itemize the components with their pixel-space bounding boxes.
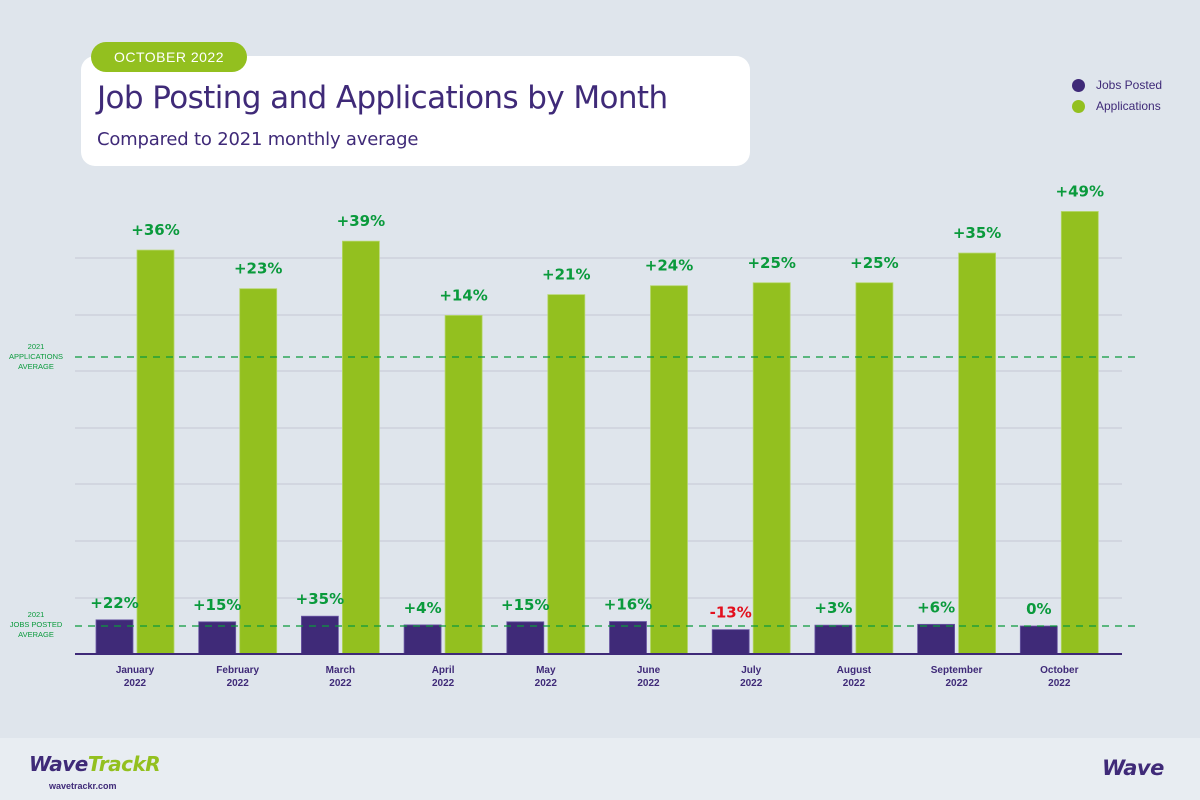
reference-line-label: APPLICATIONS [9, 352, 63, 361]
data-label-jobs-posted: 0% [1026, 600, 1051, 618]
x-tick-label: 2022 [124, 678, 147, 689]
data-label-jobs-posted: +3% [814, 599, 852, 617]
x-tick-label: June [637, 665, 661, 676]
data-label-applications: +25% [747, 254, 795, 272]
x-tick-label: 2022 [1048, 678, 1071, 689]
legend-item-applications: Applications [1072, 97, 1162, 115]
reference-line-label: AVERAGE [18, 362, 54, 371]
legend-swatch-applications [1072, 99, 1085, 113]
logo-part-trackr: TrackR [87, 752, 161, 776]
legend-swatch-jobs-posted [1072, 78, 1085, 92]
bar-applications [444, 315, 483, 655]
bar-jobs-posted [403, 624, 442, 655]
data-label-applications: +25% [850, 254, 898, 272]
legend-label: Applications [1096, 99, 1161, 113]
data-label-jobs-posted: +4% [404, 599, 442, 617]
chart-title: Job Posting and Applications by Month [97, 80, 668, 116]
x-tick-label: 2022 [740, 678, 763, 689]
reference-line-label: 2021 [28, 610, 45, 619]
bar-jobs-posted [506, 621, 545, 655]
bar-applications [239, 288, 278, 655]
logo-part-wave: Wave [29, 752, 88, 776]
x-tick-label: February [216, 665, 259, 676]
x-tick-label: 2022 [535, 678, 558, 689]
data-label-jobs-posted: +15% [501, 596, 549, 614]
x-tick-label: 2022 [329, 678, 352, 689]
x-tick-label: 2022 [945, 678, 968, 689]
bar-applications [855, 282, 894, 655]
wavetrackr-logo: WaveTrackR [29, 752, 161, 776]
bar-jobs-posted [814, 624, 853, 655]
data-label-applications: +49% [1056, 182, 1104, 200]
data-label-applications: +35% [953, 224, 1001, 242]
data-label-applications: +21% [542, 266, 590, 284]
data-label-jobs-posted: +15% [193, 596, 241, 614]
x-tick-label: August [837, 665, 872, 676]
bar-applications [136, 249, 175, 655]
reference-line-label: JOBS POSTED [10, 620, 63, 629]
x-tick-label: January [116, 665, 155, 676]
bar-applications [958, 252, 996, 655]
data-label-applications: +23% [234, 260, 282, 278]
bar-applications [752, 282, 791, 655]
footer [0, 738, 1200, 800]
x-tick-label: October [1040, 665, 1078, 676]
data-label-jobs-posted: +35% [296, 590, 344, 608]
x-tick-label: March [326, 665, 355, 676]
bar-applications [1060, 211, 1099, 655]
data-label-jobs-posted: +6% [917, 598, 955, 616]
bar-jobs-posted [95, 619, 134, 655]
bar-applications [650, 285, 688, 655]
legend-item-jobs-posted: Jobs Posted [1072, 76, 1162, 94]
data-label-applications: +24% [645, 257, 693, 275]
period-badge: OCTOBER 2022 [91, 42, 247, 72]
x-tick-label: 2022 [227, 678, 250, 689]
x-tick-label: September [931, 665, 983, 676]
data-label-jobs-posted: +16% [604, 596, 652, 614]
bar-jobs-posted [300, 615, 339, 655]
x-tick-label: 2022 [637, 678, 660, 689]
x-tick-label: April [432, 665, 455, 676]
x-tick-label: July [741, 665, 761, 676]
reference-line-label: 2021 [28, 342, 45, 351]
chart-subtitle: Compared to 2021 monthly average [97, 129, 419, 150]
wave-brand-logo: Wave [1102, 756, 1164, 780]
data-label-applications: +14% [439, 286, 487, 304]
title-card [81, 56, 750, 166]
bar-applications [341, 240, 380, 655]
reference-line-label: AVERAGE [18, 630, 54, 639]
data-label-applications: +39% [337, 212, 385, 230]
x-tick-label: 2022 [432, 678, 455, 689]
bar-applications [547, 294, 586, 655]
website-url: wavetrackr.com [49, 781, 117, 791]
legend-label: Jobs Posted [1096, 78, 1163, 92]
data-label-jobs-posted: +22% [90, 594, 138, 612]
x-tick-label: May [536, 665, 556, 676]
data-label-applications: +36% [131, 221, 179, 239]
bar-jobs-posted [711, 629, 750, 655]
x-tick-label: 2022 [843, 678, 866, 689]
bar-jobs-posted [917, 623, 955, 655]
bar-jobs-posted [198, 621, 237, 655]
data-label-jobs-posted: -13% [710, 604, 752, 622]
bar-jobs-posted [1019, 625, 1058, 655]
legend: Jobs Posted Applications [1072, 76, 1162, 118]
